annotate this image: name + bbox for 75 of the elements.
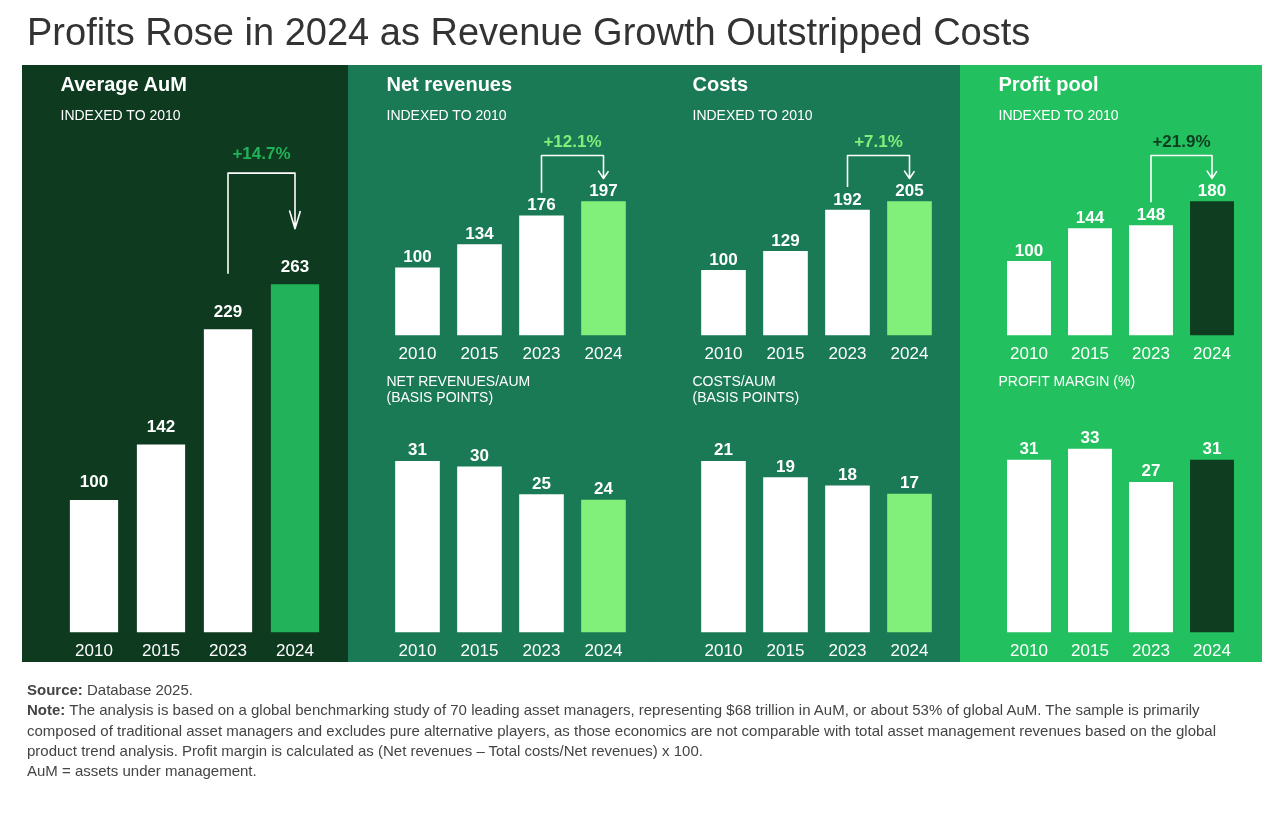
x-tick-label: 2024 bbox=[584, 343, 623, 363]
x-tick-label: 2010 bbox=[704, 640, 743, 660]
x-tick-label: 2023 bbox=[1132, 343, 1170, 363]
x-tick-label: 2023 bbox=[828, 343, 867, 363]
text: +7.1% bbox=[854, 132, 903, 152]
data-label: 197 bbox=[589, 181, 618, 201]
x-tick-label: 2010 bbox=[1010, 640, 1048, 660]
data-label: 21 bbox=[714, 440, 733, 460]
data-label: 25 bbox=[532, 473, 551, 493]
x-tick-label: 2023 bbox=[522, 640, 561, 660]
chart-title: NET REVENUES/AUM (BASIS POINTS) bbox=[386, 372, 531, 405]
data-label: 192 bbox=[833, 189, 862, 209]
x-tick-label: 2024 bbox=[276, 640, 314, 660]
x-tick-label: 2015 bbox=[460, 640, 499, 660]
data-label: 18 bbox=[838, 464, 857, 484]
x-tick-label: 2023 bbox=[828, 640, 867, 660]
data-label: 205 bbox=[895, 181, 924, 201]
x-tick-label: 2024 bbox=[584, 640, 623, 660]
data-label: 100 bbox=[79, 472, 109, 492]
text: +12.1% bbox=[543, 132, 602, 152]
x-tick-label: 2010 bbox=[398, 640, 437, 660]
data-label: 176 bbox=[527, 195, 556, 215]
data-label: 134 bbox=[465, 224, 495, 244]
data-label: 33 bbox=[1080, 427, 1100, 447]
chart-subtitle: INDEXED TO 2010 bbox=[386, 106, 507, 123]
data-label: 263 bbox=[280, 256, 310, 276]
data-label: 19 bbox=[776, 456, 795, 476]
data-label: 31 bbox=[1019, 438, 1039, 458]
data-label: 27 bbox=[1141, 461, 1161, 481]
x-tick-label: 2024 bbox=[890, 343, 929, 363]
x-tick-label: 2015 bbox=[1071, 343, 1109, 363]
x-tick-label: 2010 bbox=[1010, 343, 1048, 363]
data-label: 30 bbox=[470, 445, 489, 465]
data-label: 31 bbox=[408, 440, 427, 460]
data-label: 142 bbox=[146, 416, 176, 436]
x-tick-label: 2023 bbox=[209, 640, 247, 660]
text: +21.9% bbox=[1152, 132, 1211, 152]
x-tick-label: 2023 bbox=[1132, 640, 1170, 660]
text: +14.7% bbox=[232, 144, 291, 164]
text: Profits Rose in 2024 as Revenue Growth Outstripped Costs bbox=[27, 10, 1031, 55]
chart-subtitle: INDEXED TO 2010 bbox=[60, 106, 181, 123]
x-tick-label: 2024 bbox=[1193, 640, 1231, 660]
chart-subtitle: INDEXED TO 2010 bbox=[998, 106, 1119, 123]
x-tick-label: 2015 bbox=[766, 640, 805, 660]
x-tick-label: 2010 bbox=[704, 343, 743, 363]
chart-title: PROFIT MARGIN (%) bbox=[998, 372, 1136, 389]
data-label: 180 bbox=[1197, 181, 1227, 201]
source-note: Source: Database 2025. bbox=[27, 681, 193, 698]
data-label: 31 bbox=[1202, 438, 1222, 458]
chart-title: Net revenues bbox=[386, 72, 513, 95]
chart-title: COSTS/AUM (BASIS POINTS) bbox=[692, 372, 800, 405]
x-tick-label: 2024 bbox=[890, 640, 929, 660]
data-label: 100 bbox=[709, 249, 738, 269]
text: AuM = assets under management. bbox=[27, 762, 257, 779]
x-tick-label: 2015 bbox=[460, 343, 499, 363]
chart-subtitle: INDEXED TO 2010 bbox=[692, 106, 813, 123]
data-label: 144 bbox=[1075, 207, 1105, 227]
x-tick-label: 2015 bbox=[142, 640, 180, 660]
data-label: 17 bbox=[900, 473, 919, 493]
chart-title: Average AuM bbox=[60, 72, 187, 95]
x-tick-label: 2010 bbox=[75, 640, 113, 660]
x-tick-label: 2023 bbox=[522, 343, 561, 363]
data-label: 148 bbox=[1136, 204, 1166, 224]
x-tick-label: 2015 bbox=[1071, 640, 1109, 660]
x-tick-label: 2010 bbox=[398, 343, 437, 363]
data-label: 100 bbox=[1014, 240, 1044, 260]
chart-title: Costs bbox=[692, 72, 749, 95]
data-label: 129 bbox=[771, 230, 800, 250]
x-tick-label: 2015 bbox=[766, 343, 805, 363]
chart-title: Profit pool bbox=[998, 72, 1099, 95]
data-label: 100 bbox=[403, 247, 432, 267]
x-tick-label: 2024 bbox=[1193, 343, 1231, 363]
text: Note: The analysis is based on a global benchmarking study of 70 leading asset managers, representing $68 trillion in AuM, or about 53% of global AuM. The sample is primarily composed of traditional asset managers and excludes pure alternative players, as those economics are not comparable with total asset management revenues based on the global product trend analysis. Profit margin is calculated as (Net revenues – Total costs/Net revenues) x 100. bbox=[27, 701, 1217, 759]
data-label: 229 bbox=[213, 301, 243, 321]
data-label: 24 bbox=[594, 479, 614, 499]
